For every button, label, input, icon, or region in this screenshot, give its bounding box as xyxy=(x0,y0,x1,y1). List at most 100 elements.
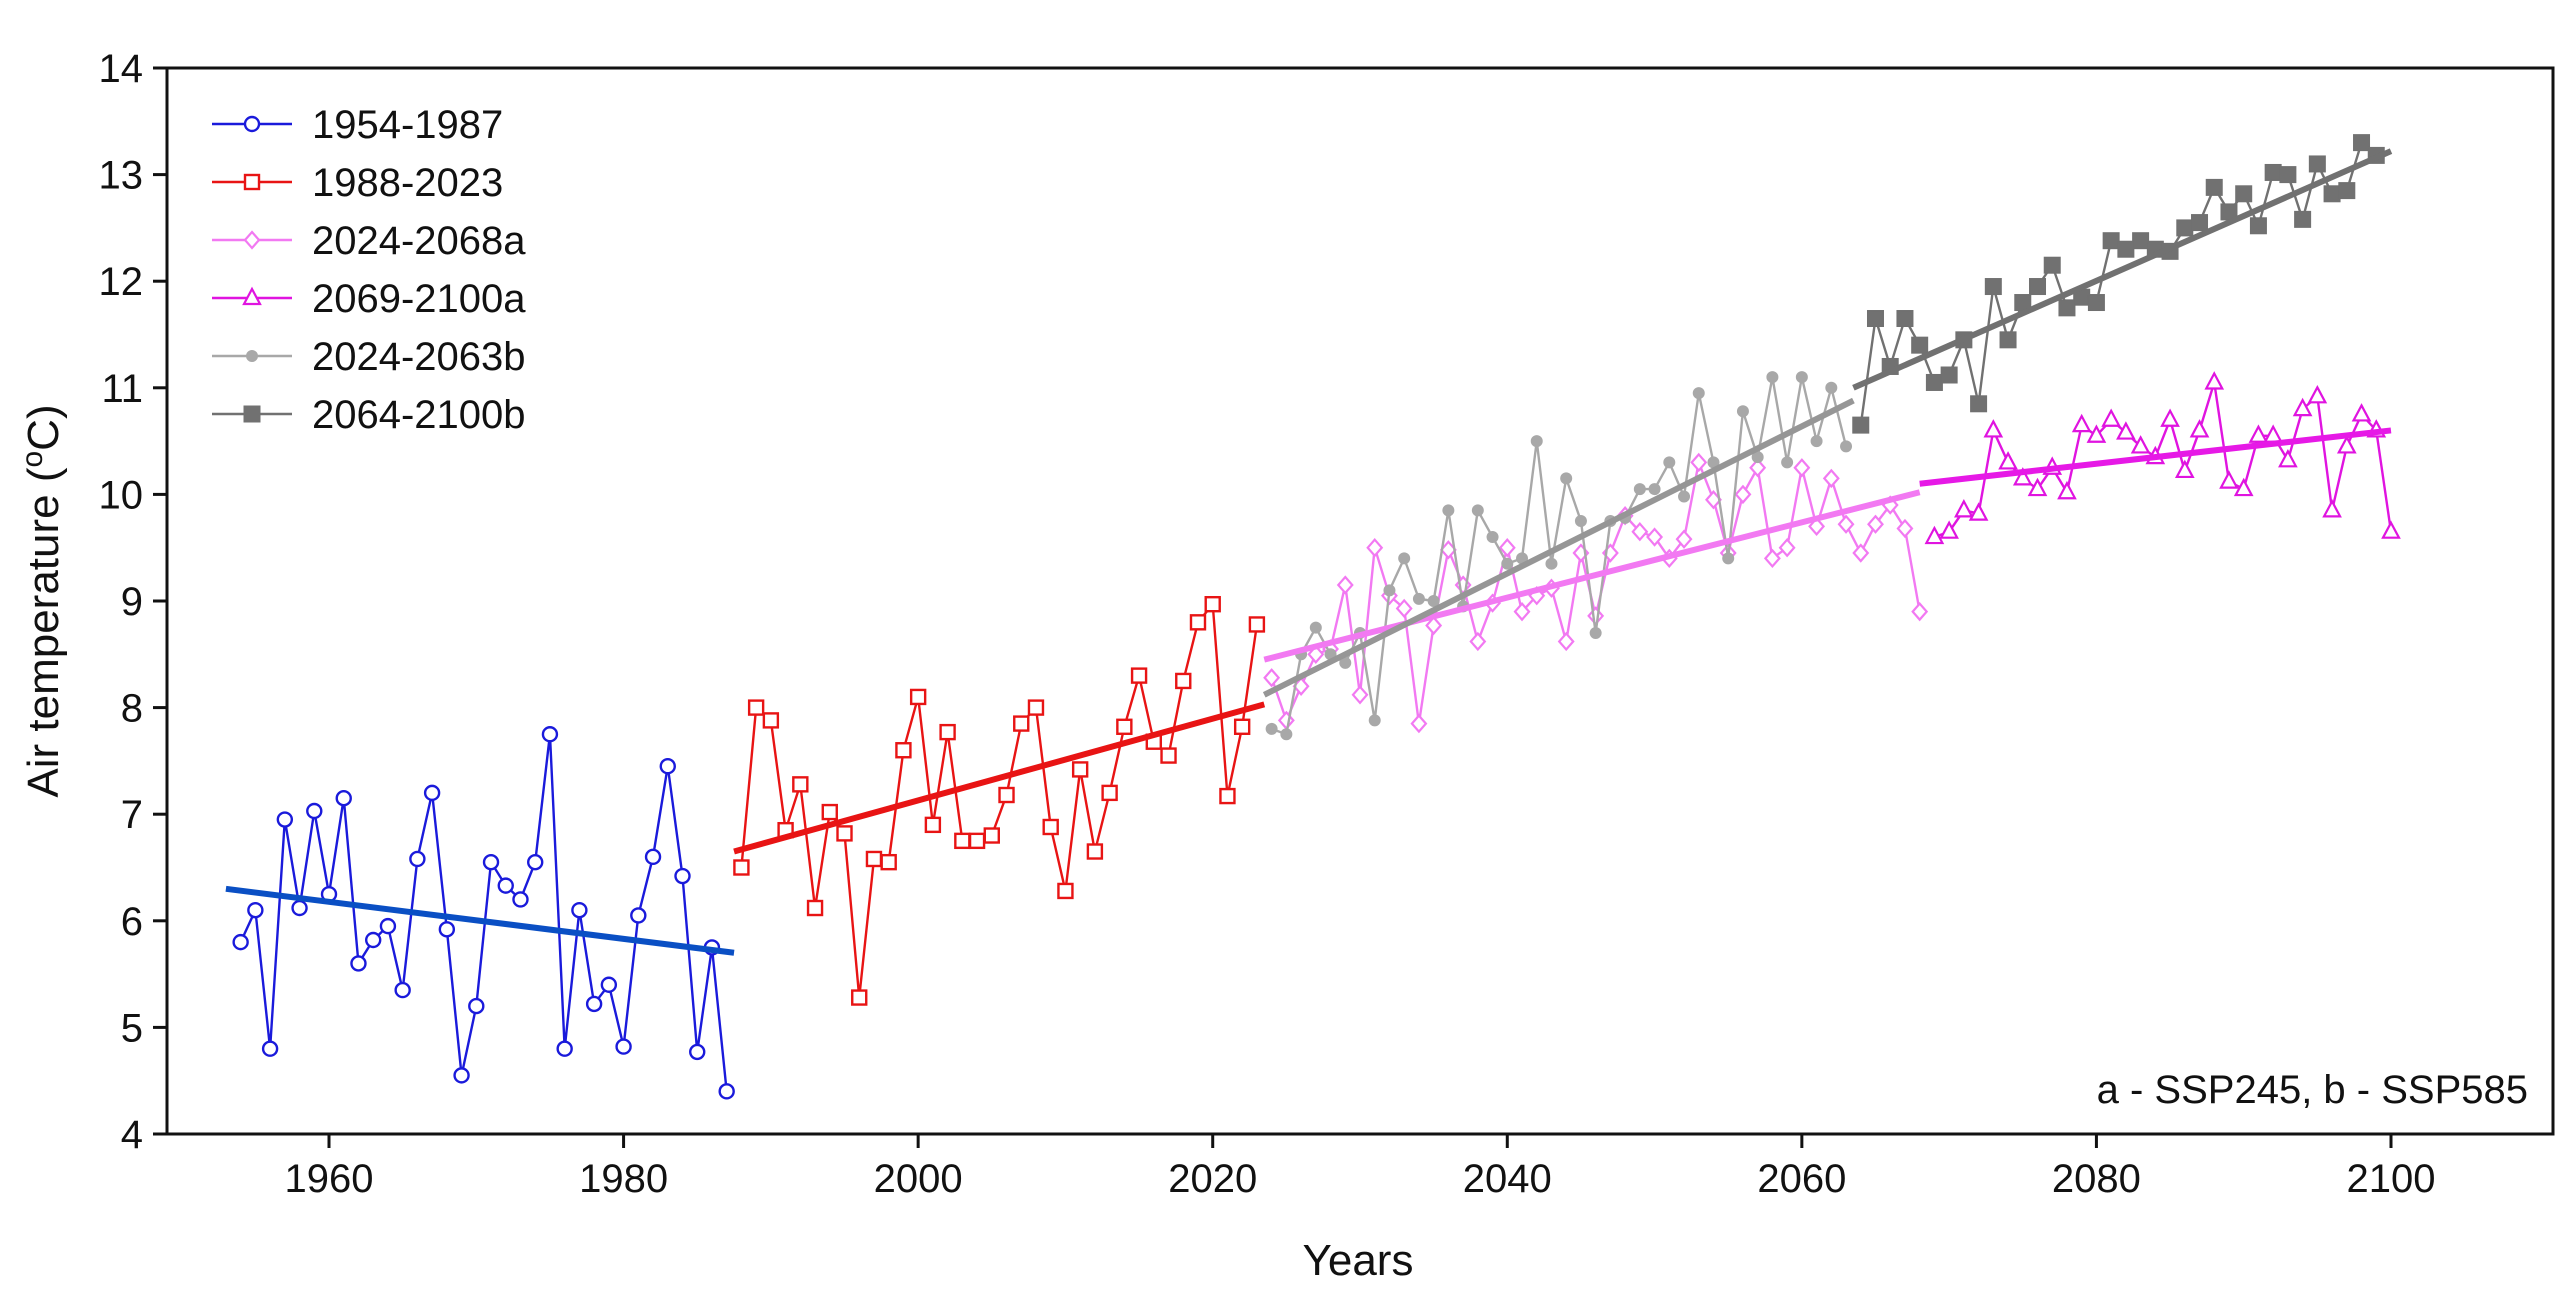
data-point xyxy=(2249,217,2267,235)
data-point xyxy=(585,995,603,1013)
x-tick-label: 1960 xyxy=(285,1157,374,1201)
data-point xyxy=(909,688,927,706)
data-point xyxy=(1442,504,1455,517)
data-point xyxy=(674,867,691,885)
data-point xyxy=(954,832,971,850)
y-tick-label: 8 xyxy=(121,687,143,731)
y-axis-title: Air temperature (oC) xyxy=(16,404,69,797)
data-point xyxy=(2351,403,2372,422)
data-point xyxy=(2322,499,2342,518)
data-point xyxy=(2071,413,2092,433)
data-point xyxy=(1940,366,1958,384)
data-point xyxy=(1778,538,1796,558)
data-point xyxy=(1736,405,1749,418)
data-point xyxy=(1574,515,1587,528)
data-point xyxy=(924,816,942,834)
data-point xyxy=(2307,384,2328,404)
legend-item: 2069-2100a xyxy=(212,277,526,321)
data-point xyxy=(1263,668,1281,688)
series-2069-2100a xyxy=(1924,371,2401,545)
data-point xyxy=(615,1038,632,1055)
data-point xyxy=(2294,210,2312,228)
data-point xyxy=(2160,408,2180,427)
data-point xyxy=(1336,575,1354,595)
data-point xyxy=(1042,818,1059,836)
data-point xyxy=(1793,458,1811,478)
data-point xyxy=(1427,595,1440,607)
data-point xyxy=(1530,435,1543,448)
data-point xyxy=(983,827,1000,844)
x-tick-label: 1980 xyxy=(579,1157,668,1201)
legend-marker xyxy=(242,286,262,306)
data-point xyxy=(1734,484,1752,505)
data-point xyxy=(1130,667,1148,684)
data-point xyxy=(1840,440,1853,453)
data-point xyxy=(762,712,780,729)
legend: 1954-1987 1988-2023 2024-2068a 2069-2100a 20… xyxy=(212,103,526,437)
data-point xyxy=(468,997,485,1015)
data-point xyxy=(1412,592,1425,605)
data-point xyxy=(1852,543,1870,563)
data-point xyxy=(379,917,397,935)
trend-line xyxy=(1852,148,2393,391)
data-point xyxy=(1086,843,1104,860)
series-2064-2100b xyxy=(1852,134,2385,434)
data-point xyxy=(364,931,382,949)
data-point xyxy=(2029,278,2047,296)
data-point xyxy=(1837,514,1855,534)
data-point xyxy=(232,933,249,951)
data-point xyxy=(1939,520,1959,539)
data-point xyxy=(1763,548,1781,569)
data-point xyxy=(1911,336,1929,354)
legend-label: 2024-2063b xyxy=(312,335,526,379)
data-point xyxy=(1678,490,1691,503)
data-point xyxy=(689,1043,706,1061)
trend-line xyxy=(733,701,1266,855)
data-point xyxy=(1160,747,1177,764)
data-point xyxy=(1795,371,1808,384)
data-point xyxy=(1970,395,1988,413)
data-point xyxy=(2043,256,2061,274)
data-point xyxy=(1866,310,1884,328)
y-tick-label: 11 xyxy=(101,367,143,411)
data-point xyxy=(571,901,588,919)
data-point xyxy=(1501,557,1514,570)
data-point xyxy=(851,989,868,1006)
data-point xyxy=(423,784,441,802)
data-point xyxy=(2308,155,2326,173)
data-point xyxy=(1766,371,1779,384)
data-point xyxy=(556,1040,573,1057)
data-point xyxy=(1013,715,1030,732)
data-point xyxy=(718,1083,735,1100)
data-point xyxy=(2292,397,2313,417)
data-point xyxy=(1983,419,2004,438)
data-point xyxy=(453,1067,470,1084)
data-point xyxy=(630,907,647,924)
data-point xyxy=(2086,424,2107,443)
data-point xyxy=(512,891,529,908)
data-point xyxy=(335,790,352,807)
data-point xyxy=(2058,299,2076,317)
data-point xyxy=(2087,294,2105,312)
data-point xyxy=(1189,614,1207,631)
data-point xyxy=(659,758,676,775)
y-axis-title-degree: o xyxy=(16,451,49,468)
data-point xyxy=(836,825,853,842)
data-point xyxy=(1280,728,1293,741)
data-point xyxy=(1692,387,1705,400)
data-point xyxy=(1822,468,1840,489)
data-point xyxy=(968,832,986,850)
y-axis-title-unit: C) xyxy=(19,404,68,450)
data-point xyxy=(261,1040,279,1057)
data-point xyxy=(1368,714,1381,727)
legend-label: 2069-2100a xyxy=(312,277,526,321)
legend-marker xyxy=(246,350,258,362)
data-point xyxy=(1398,552,1411,565)
data-point xyxy=(2233,477,2254,497)
data-point xyxy=(1968,502,1989,521)
data-point xyxy=(1265,722,1278,735)
data-point xyxy=(1471,504,1484,517)
data-point xyxy=(482,853,500,871)
data-point xyxy=(2338,182,2356,200)
data-point xyxy=(1587,606,1605,626)
